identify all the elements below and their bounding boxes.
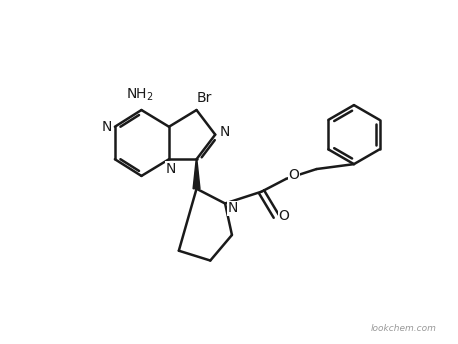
Polygon shape <box>193 159 200 189</box>
Text: O: O <box>278 209 289 223</box>
Text: N: N <box>220 125 230 139</box>
Text: N: N <box>166 162 176 176</box>
Text: O: O <box>289 168 300 182</box>
Text: N: N <box>228 201 238 215</box>
Text: lookchem.com: lookchem.com <box>371 324 436 333</box>
Text: Br: Br <box>197 91 212 105</box>
Text: N: N <box>102 120 112 134</box>
Text: NH$_2$: NH$_2$ <box>125 87 153 104</box>
